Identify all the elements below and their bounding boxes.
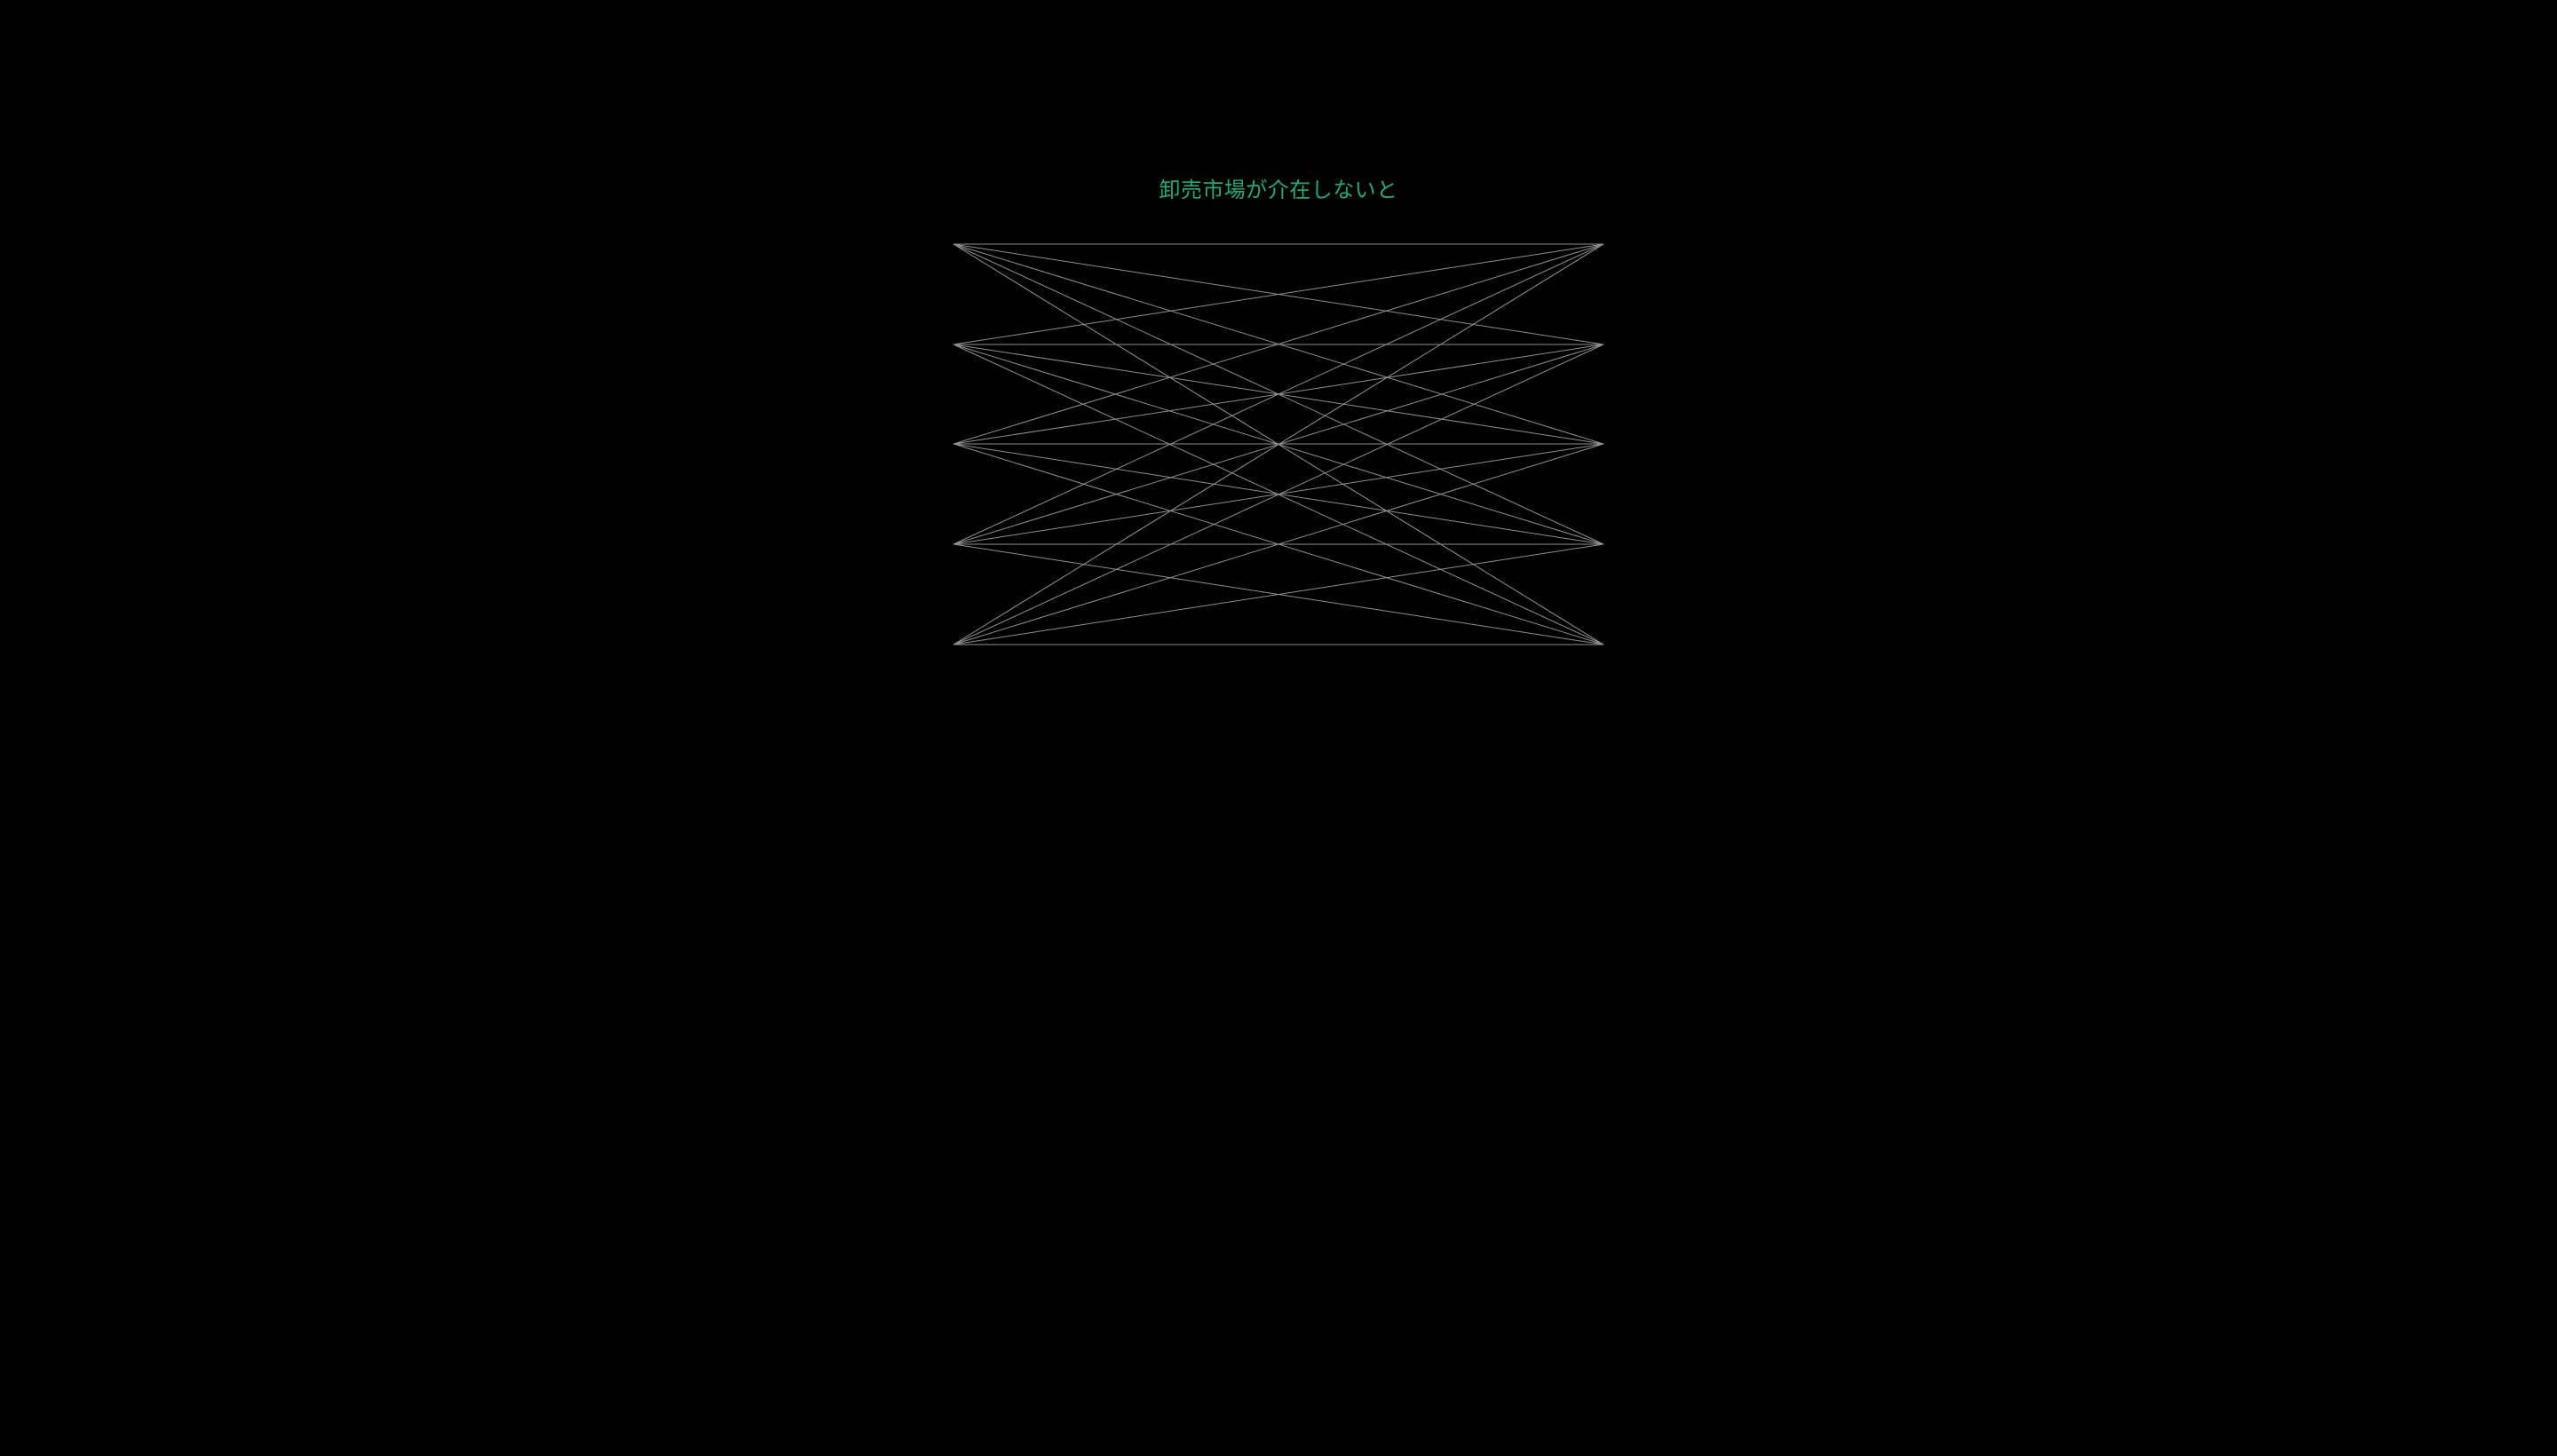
bipartite-network <box>632 0 1925 736</box>
diagram-stage: 卸売市場が介在しないと <box>632 0 1925 736</box>
